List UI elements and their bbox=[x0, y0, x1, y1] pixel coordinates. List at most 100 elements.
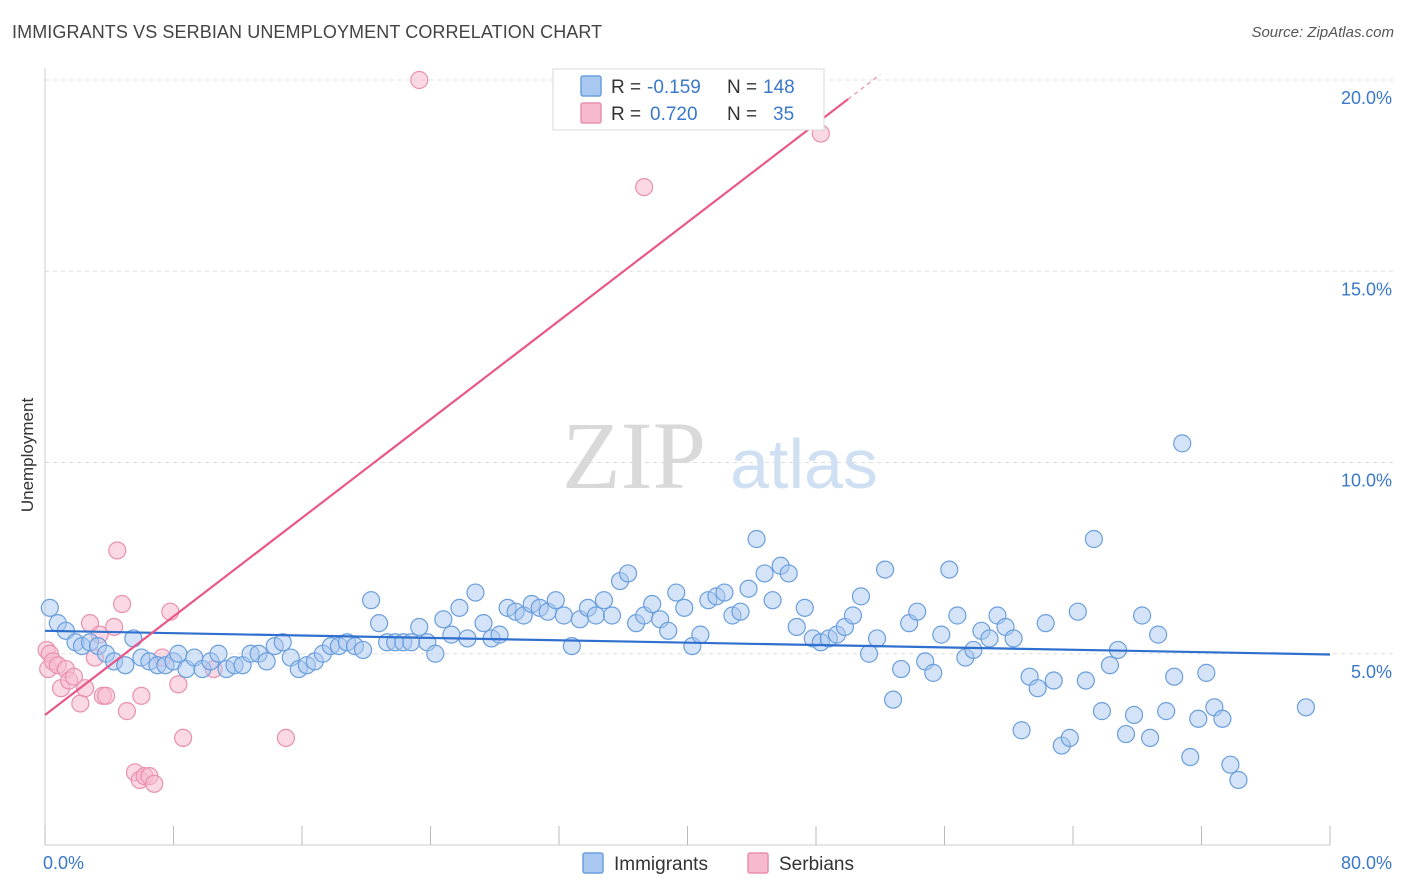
immigrants-point bbox=[1173, 434, 1192, 453]
immigrants-point bbox=[932, 625, 951, 644]
immigrants-point bbox=[257, 652, 276, 671]
watermark-zip: ZIP bbox=[562, 402, 706, 509]
immigrants-point bbox=[691, 625, 710, 644]
serbians-point bbox=[169, 675, 188, 694]
immigrants-trendline bbox=[44, 629, 1331, 656]
legend-r-label-1: R = bbox=[611, 77, 641, 98]
legend-n-label-2: N = bbox=[727, 104, 757, 125]
serbians-trendline-extension bbox=[847, 73, 881, 100]
legend-bottom-immigrants: Immigrants bbox=[614, 854, 708, 875]
immigrants-point bbox=[554, 606, 573, 625]
immigrants-point bbox=[474, 614, 493, 633]
immigrants-point bbox=[1132, 606, 1152, 625]
immigrants-point bbox=[1197, 663, 1216, 682]
tick-labels: 5.0% 10.0% 15.0% 20.0% 0.0% 80.0% bbox=[43, 88, 1392, 873]
serbians-point bbox=[76, 679, 95, 698]
serbians-point bbox=[117, 702, 137, 721]
immigrants-point bbox=[980, 629, 999, 648]
immigrants-point bbox=[1189, 709, 1208, 728]
serbians-point bbox=[108, 541, 127, 560]
immigrants-point bbox=[787, 617, 806, 637]
immigrants-point bbox=[892, 659, 911, 679]
serbians-point bbox=[276, 728, 296, 748]
chart-title: IMMIGRANTS VS SERBIAN UNEMPLOYMENT CORRE… bbox=[12, 22, 603, 42]
serbians-point bbox=[64, 667, 84, 686]
immigrants-point bbox=[466, 583, 485, 602]
legend-swatch-serbians bbox=[580, 102, 602, 124]
legend-r-value-1: -0.159 bbox=[647, 77, 701, 98]
y-tick-label-2: 15.0% bbox=[1341, 279, 1392, 299]
serbians-point bbox=[71, 694, 90, 713]
serbians-point bbox=[96, 686, 116, 705]
immigrants-point bbox=[675, 598, 694, 617]
immigrants-point bbox=[353, 640, 373, 660]
immigrants-point bbox=[1165, 667, 1184, 686]
immigrants-point bbox=[442, 625, 461, 644]
immigrants-point bbox=[763, 591, 782, 610]
immigrants-point bbox=[1296, 698, 1316, 717]
serbians-points bbox=[37, 70, 830, 793]
immigrants-point bbox=[1044, 671, 1063, 690]
immigrants-point bbox=[586, 606, 606, 625]
immigrants-point bbox=[795, 598, 814, 617]
immigrants-point bbox=[659, 621, 678, 640]
immigrants-point bbox=[402, 633, 421, 652]
immigrants-point bbox=[169, 644, 188, 663]
immigrants-point bbox=[667, 583, 686, 602]
trendlines bbox=[44, 73, 1331, 716]
legend-swatch-immigrants bbox=[580, 75, 602, 97]
immigrants-point bbox=[739, 579, 758, 598]
immigrants-point bbox=[426, 644, 445, 663]
immigrants-point bbox=[1116, 724, 1136, 744]
immigrants-point bbox=[450, 598, 469, 617]
immigrants-point bbox=[602, 606, 622, 625]
serbians-point bbox=[145, 774, 164, 793]
legend-bottom-swatch-serbians bbox=[747, 852, 769, 874]
immigrants-point bbox=[1149, 625, 1168, 644]
immigrants-point bbox=[361, 591, 381, 610]
serbians-point bbox=[635, 178, 654, 197]
immigrants-point bbox=[40, 598, 59, 617]
immigrants-point bbox=[209, 644, 228, 663]
immigrants-point bbox=[1221, 755, 1240, 774]
immigrants-point bbox=[747, 529, 766, 549]
serbians-trendline bbox=[44, 98, 849, 716]
immigrants-point bbox=[273, 633, 292, 652]
immigrants-point bbox=[1068, 602, 1087, 621]
immigrants-point bbox=[755, 564, 774, 583]
legend-n-label-1: N = bbox=[727, 77, 757, 98]
immigrants-point bbox=[851, 587, 871, 606]
immigrants-point bbox=[1124, 705, 1144, 725]
legend-n-value-2: 35 bbox=[773, 104, 794, 125]
legend-top: R = -0.159 N = 148 R = 0.720 N = 35 bbox=[552, 68, 825, 131]
y-tick-label-1: 10.0% bbox=[1341, 471, 1392, 491]
y-tick-label-0: 5.0% bbox=[1351, 662, 1392, 682]
immigrants-point bbox=[1213, 709, 1232, 728]
immigrants-point bbox=[875, 560, 895, 579]
immigrants-point bbox=[1157, 702, 1176, 721]
immigrants-point bbox=[964, 640, 983, 660]
immigrants-point bbox=[1076, 671, 1095, 690]
immigrants-point bbox=[434, 610, 453, 629]
legend-bottom-swatch-immigrants bbox=[582, 852, 604, 874]
immigrants-point bbox=[1229, 770, 1248, 790]
immigrants-point bbox=[1028, 679, 1047, 698]
watermark: ZIP atlas bbox=[562, 402, 878, 509]
legend-r-label-2: R = bbox=[611, 104, 641, 125]
y-tick-label-3: 20.0% bbox=[1341, 88, 1392, 108]
legend-bottom: Immigrants Serbians bbox=[582, 852, 854, 875]
immigrants-point bbox=[924, 663, 943, 682]
immigrants-point bbox=[843, 606, 863, 625]
serbians-point bbox=[410, 70, 429, 90]
immigrants-point bbox=[1036, 614, 1055, 633]
serbians-point bbox=[112, 594, 132, 614]
immigrants-point bbox=[867, 629, 887, 648]
immigrants-point bbox=[779, 564, 798, 583]
immigrants-point bbox=[940, 560, 959, 579]
immigrants-point bbox=[562, 636, 581, 656]
immigrants-point bbox=[1181, 747, 1200, 767]
immigrants-point bbox=[1012, 721, 1031, 740]
immigrants-point bbox=[490, 625, 509, 644]
immigrants-point bbox=[116, 656, 135, 675]
